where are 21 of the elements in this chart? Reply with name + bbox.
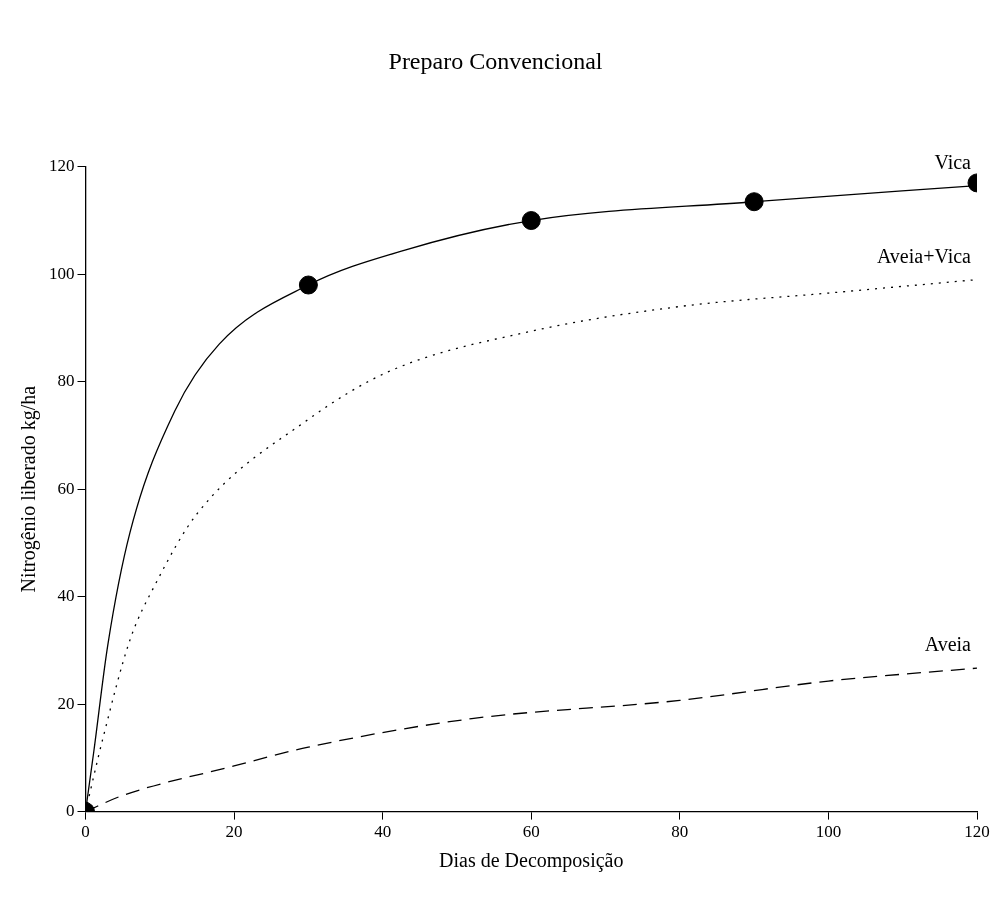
y-tick-label: 80 xyxy=(57,371,75,391)
series-label: Vica xyxy=(934,150,972,173)
x-tick-label: 20 xyxy=(225,822,243,842)
point xyxy=(521,211,541,231)
y-tick-label: 0 xyxy=(66,801,75,821)
x-tick-label: 80 xyxy=(671,822,689,842)
x-tick-label: 60 xyxy=(522,822,540,842)
y-tick-label: 60 xyxy=(57,478,75,498)
series-label: Aveia+Vica xyxy=(876,244,972,267)
y-tick-label: 120 xyxy=(49,156,75,176)
x-tick-label: 40 xyxy=(374,822,392,842)
x-axis-title: Dias de Decomposição xyxy=(439,849,624,873)
y-tick-label: 40 xyxy=(57,586,75,606)
y-tick-label: 100 xyxy=(49,263,75,283)
x-tick-label: 0 xyxy=(81,822,90,842)
chart-title: Preparo Convencional xyxy=(388,47,603,74)
series-label: Aveia xyxy=(924,633,972,656)
x-tick-label: 100 xyxy=(815,822,842,842)
y-axis-title: Nitrogênio liberado kg/ha xyxy=(17,385,41,593)
y-tick-label: 20 xyxy=(57,693,75,713)
x-tick-label: 120 xyxy=(964,822,990,842)
